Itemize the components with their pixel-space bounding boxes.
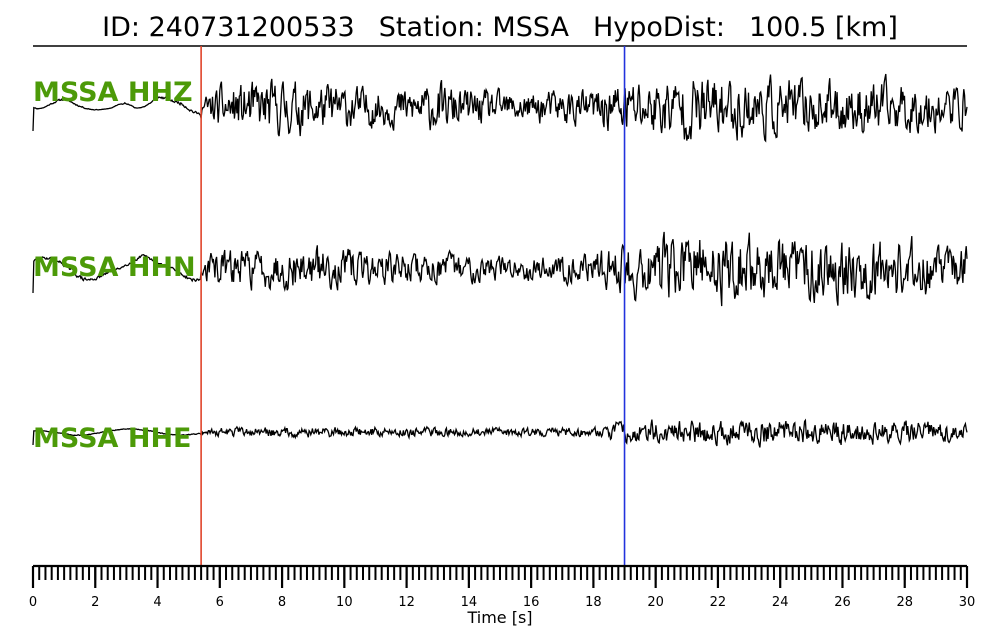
phase-picks [200, 46, 626, 566]
channel-label-mssa-hhz: MSSA HHZ [33, 77, 193, 108]
x-tick-label: 18 [585, 595, 602, 610]
title-hypodist-unit: [km] [835, 12, 898, 43]
x-tick-label: 22 [710, 595, 727, 610]
x-tick-label: 12 [398, 595, 415, 610]
time-axis: 0 2 4 6 8 10 12 14 16 18 20 22 24 26 28 30 [29, 564, 976, 610]
title-id-label: ID: [102, 12, 140, 43]
x-tick-label: 20 [647, 595, 664, 610]
title-station-value: MSSA [492, 12, 569, 43]
title-station-label: Station: [379, 12, 484, 43]
title-id-value: 240731200533 [149, 12, 355, 43]
trace-mssa-hhe [32, 418, 968, 448]
channel-labels: MSSA HHZ MSSA HHN MSSA HHE [33, 77, 196, 454]
x-tick-label: 2 [91, 595, 99, 610]
x-tick-label: 28 [896, 595, 913, 610]
x-tick-label: 30 [959, 595, 976, 610]
x-tick-label: 8 [278, 595, 286, 610]
waveform-traces [32, 73, 968, 448]
title-hypodist-value: 100.5 [749, 12, 826, 43]
x-tick-label: 26 [834, 595, 851, 610]
channel-label-mssa-hhn: MSSA HHN [33, 252, 196, 283]
trace-mssa-hhz [32, 73, 968, 143]
x-tick-label: 10 [336, 595, 353, 610]
channel-label-mssa-hhe: MSSA HHE [33, 423, 191, 454]
x-tick-label: 16 [523, 595, 540, 610]
x-tick-label: 14 [461, 595, 478, 610]
x-tick-label: 24 [772, 595, 789, 610]
x-tick-label: 6 [216, 595, 224, 610]
trace-mssa-hhn [32, 231, 968, 307]
title-hypodist-label: HypoDist: [593, 12, 725, 43]
x-axis-label: Time [s] [466, 608, 532, 627]
x-tick-label: 4 [153, 595, 161, 610]
x-tick-label: 0 [29, 595, 37, 610]
chart-title: ID: 240731200533 Station: MSSA HypoDist: 10… [102, 12, 898, 43]
